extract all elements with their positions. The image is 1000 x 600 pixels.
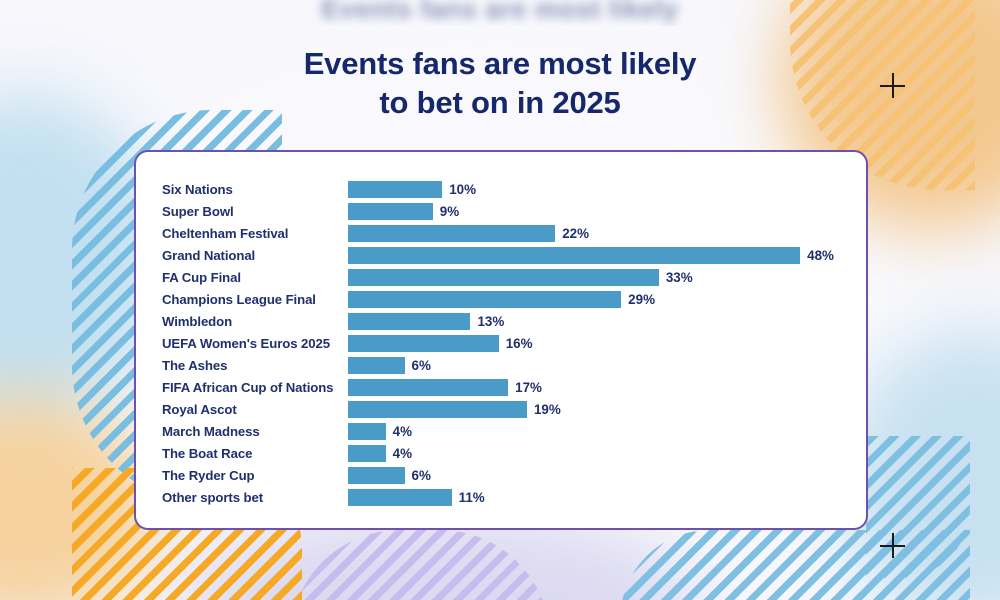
bar-chart-row: Six Nations 10%: [136, 178, 866, 200]
bar-value-label: 17%: [515, 379, 542, 395]
bar-value-label: 11%: [458, 489, 485, 505]
bar-chart-row: The Ashes 6%: [136, 354, 866, 376]
bar-chart-row: The Boat Race 4%: [136, 442, 866, 464]
bar-segment: [348, 488, 452, 506]
bar-segment: [348, 290, 622, 308]
bar-segment: [348, 400, 527, 418]
bar-segment: [348, 444, 386, 462]
bar-chart-row: FIFA African Cup of Nations 17%: [136, 376, 866, 398]
bar-chart-row: Cheltenham Festival 22%: [136, 222, 866, 244]
bar-category-label: The Boat Race: [162, 445, 253, 461]
bar-category-label: The Ryder Cup: [162, 467, 255, 483]
chart-card: Six Nations 10% Super Bowl 9% Cheltenham Fes…: [134, 150, 868, 530]
bar-value-label: 4%: [392, 423, 413, 439]
bar-track: 11%: [348, 486, 866, 508]
page-title: Events fans are most likely to bet on in…: [0, 44, 1000, 122]
bar-category-label: Champions League Final: [162, 291, 316, 307]
bar-chart-row: March Madness 4%: [136, 420, 866, 442]
bar-track: 29%: [348, 288, 866, 310]
bar-chart: Six Nations 10% Super Bowl 9% Cheltenham Fes…: [136, 178, 866, 508]
bar-track: 9%: [348, 200, 866, 222]
bar-category-label: The Ashes: [162, 357, 228, 373]
ghost-header-strip: Events fans are most likely: [0, 0, 1000, 26]
bar-track: 17%: [348, 376, 866, 398]
bar-track: 19%: [348, 398, 866, 420]
bar-segment: [348, 202, 433, 220]
bar-category-label: Other sports bet: [162, 489, 263, 505]
bar-category-label: Super Bowl: [162, 203, 234, 219]
page-title-line-2: to bet on in 2025: [379, 85, 621, 121]
bar-segment: [348, 378, 509, 396]
decorative-stripes-lavender-bottom: [290, 530, 550, 600]
bar-value-label: 4%: [392, 445, 413, 461]
bar-track: 22%: [348, 222, 866, 244]
bar-category-label: Grand National: [162, 247, 256, 263]
bar-chart-row: Grand National 48%: [136, 244, 866, 266]
bar-category-label: Six Nations: [162, 181, 233, 197]
bar-category-label: FA Cup Final: [162, 269, 241, 285]
bar-category-label: FIFA African Cup of Nations: [162, 379, 334, 395]
bar-value-label: 48%: [807, 247, 834, 263]
bar-track: 4%: [348, 442, 866, 464]
bar-segment: [348, 224, 556, 242]
bar-chart-row: UEFA Women's Euros 2025 16%: [136, 332, 866, 354]
bar-value-label: 13%: [477, 313, 505, 329]
bar-track: 33%: [348, 266, 866, 288]
bar-track: 13%: [348, 310, 866, 332]
bar-chart-row: Wimbledon 13%: [136, 310, 866, 332]
ghost-header-text: Events fans are most likely: [321, 0, 679, 24]
plus-icon-bottom-right: [880, 533, 905, 558]
bar-chart-row: Other sports bet 11%: [136, 486, 866, 508]
bar-segment: [348, 180, 443, 198]
bar-category-label: Royal Ascot: [162, 401, 237, 417]
bar-segment: [348, 246, 801, 264]
bar-track: 6%: [348, 354, 866, 376]
bar-category-label: March Madness: [162, 423, 260, 439]
bar-segment: [348, 422, 386, 440]
bar-track: 48%: [348, 244, 866, 266]
bar-segment: [348, 466, 405, 484]
bar-chart-row: Super Bowl 9%: [136, 200, 866, 222]
bar-category-label: UEFA Women's Euros 2025: [162, 335, 330, 351]
bar-value-label: 10%: [449, 181, 476, 197]
bar-chart-row: Champions League Final 29%: [136, 288, 866, 310]
bar-segment: [348, 312, 471, 330]
bar-track: 4%: [348, 420, 866, 442]
bar-chart-row: The Ryder Cup 6%: [136, 464, 866, 486]
bar-segment: [348, 356, 405, 374]
bar-value-label: 6%: [411, 467, 431, 483]
bar-chart-row: FA Cup Final 33%: [136, 266, 866, 288]
page-title-line-1: Events fans are most likely: [303, 46, 697, 81]
bar-value-label: 22%: [562, 225, 590, 241]
bar-value-label: 19%: [533, 401, 561, 417]
bar-value-label: 9%: [439, 203, 460, 219]
bar-segment: [348, 334, 499, 352]
decorative-stripes-blue-bottom-right: [620, 530, 970, 600]
bar-category-label: Wimbledon: [162, 313, 233, 329]
bar-segment: [348, 268, 659, 286]
bar-track: 6%: [348, 464, 866, 486]
bar-category-label: Cheltenham Festival: [162, 225, 289, 241]
bar-track: 16%: [348, 332, 866, 354]
bar-value-label: 29%: [628, 291, 655, 307]
bar-track: 10%: [348, 178, 866, 200]
bar-value-label: 16%: [505, 335, 533, 351]
bar-value-label: 33%: [665, 269, 693, 285]
bar-chart-row: Royal Ascot 19%: [136, 398, 866, 420]
bar-value-label: 6%: [411, 357, 431, 373]
